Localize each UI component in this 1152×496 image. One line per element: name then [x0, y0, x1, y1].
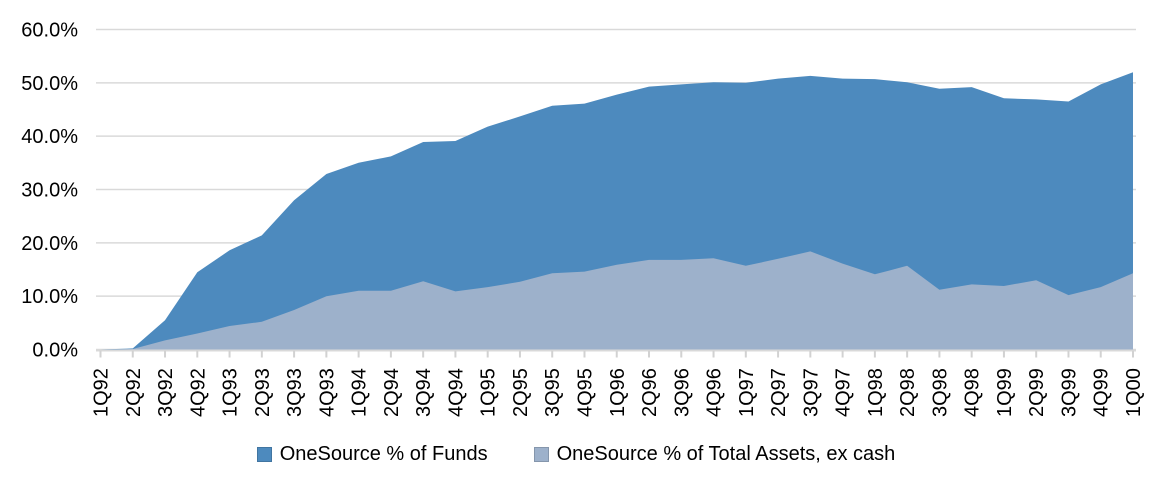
legend-label-funds: OneSource % of Funds [279, 442, 488, 465]
x-axis-tick-label: 4Q93 [316, 368, 338, 417]
x-axis-tick-label: 2Q94 [381, 368, 403, 417]
y-axis-tick-label: 10.0% [21, 286, 78, 308]
x-axis-tick-label: 3Q92 [155, 368, 177, 417]
x-axis-tick-label: 4Q92 [187, 368, 209, 417]
x-axis-tick-label: 1Q00 [1123, 368, 1145, 417]
x-axis-tick-label: 4Q98 [962, 368, 984, 417]
x-axis-tick-label: 2Q99 [1026, 368, 1048, 417]
x-axis-tick-label: 3Q97 [800, 368, 822, 417]
area-series-total-assets [100, 251, 1133, 350]
x-axis-tick-label: 4Q97 [833, 368, 855, 417]
x-axis-tick-label: 3Q94 [413, 368, 435, 417]
x-axis-tick-label: 4Q95 [575, 368, 597, 417]
x-axis-tick-label: 3Q95 [542, 368, 564, 417]
x-axis-tick-label: 3Q98 [929, 368, 951, 417]
legend-item-total-assets: OneSource % of Total Assets, ex cash [533, 442, 896, 466]
y-axis-tick-label: 30.0% [21, 180, 78, 202]
y-axis-tick-label: 40.0% [21, 126, 78, 148]
y-axis-tick-label: 20.0% [21, 233, 78, 255]
x-axis-tick-label: 1Q95 [478, 368, 500, 417]
x-axis-tick-label: 2Q97 [768, 368, 790, 417]
legend: OneSource % of Funds OneSource % of Tota… [0, 440, 1152, 468]
x-axis-tick-label: 3Q99 [1059, 368, 1081, 417]
x-axis-tick-label: 4Q94 [445, 368, 467, 417]
x-axis-tick-label: 2Q98 [897, 368, 919, 417]
x-axis-tick-label: 1Q97 [736, 368, 758, 417]
x-axis-tick-label: 4Q96 [704, 368, 726, 417]
x-axis-tick-label: 3Q96 [671, 368, 693, 417]
y-axis-tick-label: 0.0% [32, 340, 78, 362]
legend-item-funds: OneSource % of Funds [256, 442, 488, 466]
x-axis-tick-label: 2Q96 [639, 368, 661, 417]
x-axis-tick-label: 1Q94 [349, 368, 371, 417]
legend-swatch-total-assets [533, 446, 549, 462]
x-axis-tick-label: 1Q96 [607, 368, 629, 417]
x-axis-tick-label: 3Q93 [284, 368, 306, 417]
x-axis-tick-label: 1Q92 [91, 368, 113, 417]
x-axis-tick-label: 1Q99 [994, 368, 1016, 417]
x-axis-tick-label: 2Q95 [510, 368, 532, 417]
x-axis-tick-label: 2Q93 [252, 368, 274, 417]
y-axis-tick-label: 60.0% [21, 20, 78, 42]
y-axis-tick-label: 50.0% [21, 73, 78, 95]
x-axis-tick-label: 1Q93 [220, 368, 242, 417]
x-axis-tick-label: 1Q98 [865, 368, 887, 417]
x-axis-tick-label: 4Q99 [1091, 368, 1113, 417]
legend-swatch-funds [256, 446, 272, 462]
x-axis-tick-label: 2Q92 [123, 368, 145, 417]
legend-label-total-assets: OneSource % of Total Assets, ex cash [556, 442, 896, 465]
